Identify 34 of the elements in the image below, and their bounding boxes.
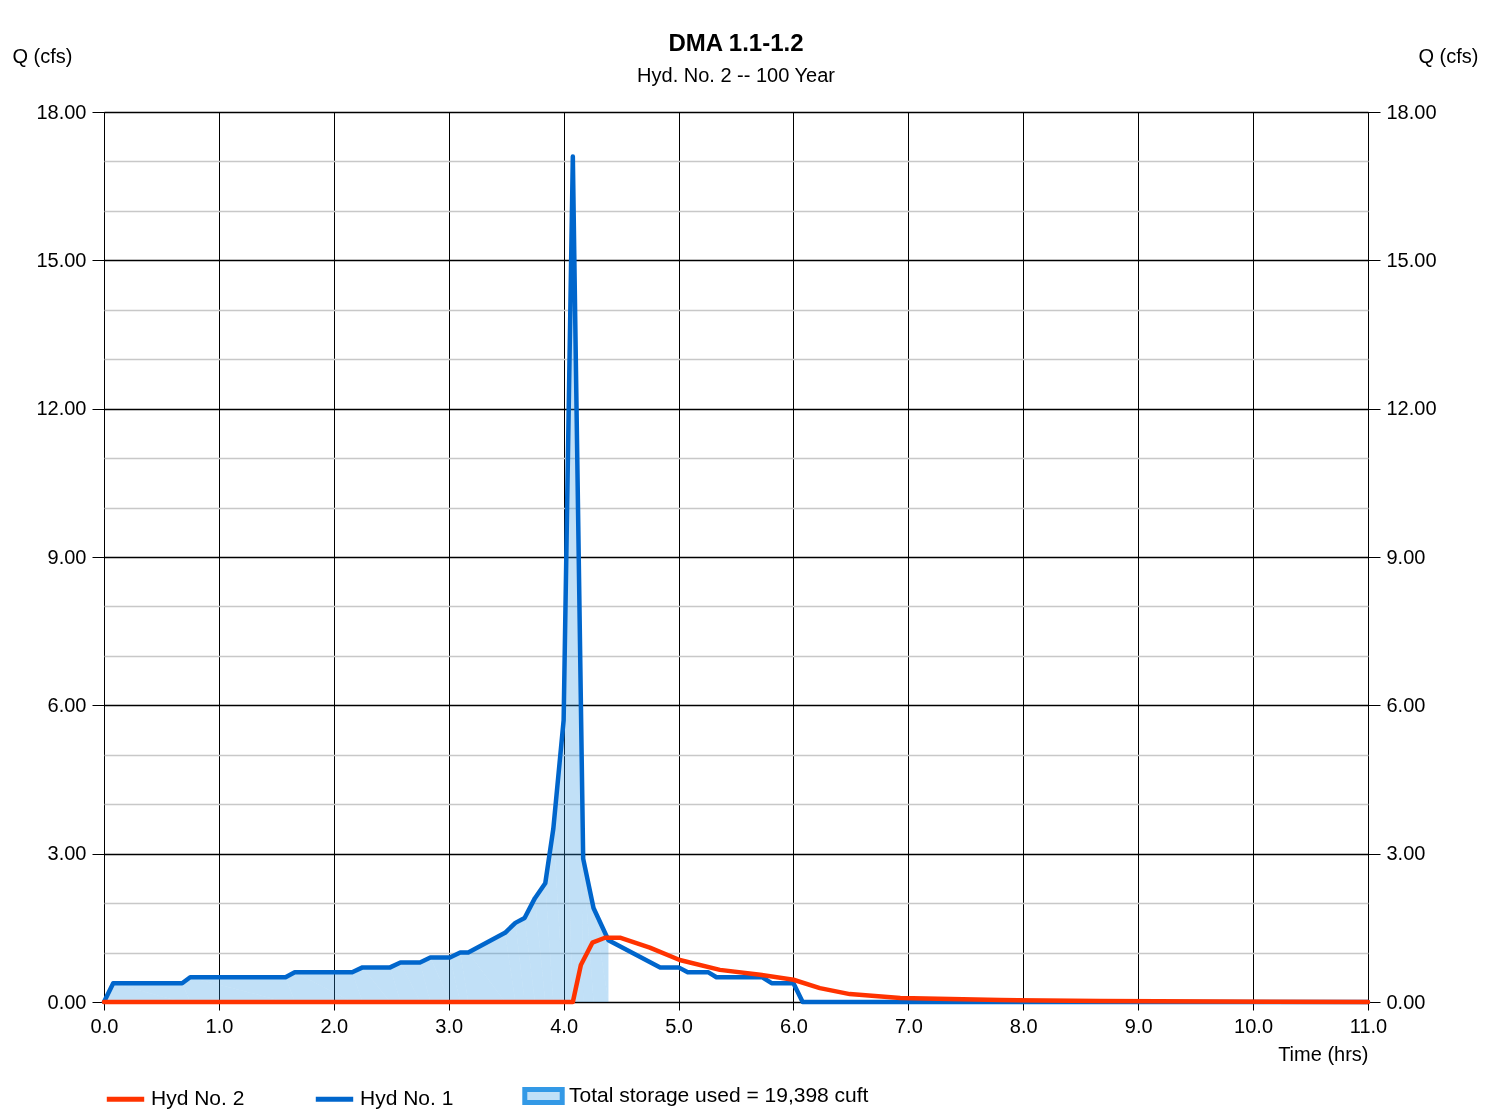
y-tick-label: 3.00 bbox=[47, 842, 87, 865]
y-tick-label: 9.00 bbox=[47, 545, 87, 568]
x-tick-label: 9.0 bbox=[1124, 1014, 1153, 1037]
chart-subtitle: Hyd. No. 2 -- 100 Year bbox=[637, 64, 836, 86]
y2-tick-label: 9.00 bbox=[1386, 545, 1426, 568]
y2-tick-label: 3.00 bbox=[1386, 842, 1426, 865]
y-tick-label: 0.00 bbox=[47, 990, 87, 1013]
y2-axis-title: Q (cfs) bbox=[1418, 44, 1479, 67]
y-tick-label: 15.00 bbox=[36, 248, 87, 271]
x-tick-label: 8.0 bbox=[1009, 1014, 1038, 1037]
y2-tick-label: 18.00 bbox=[1386, 100, 1437, 123]
y2-tick-label: 15.00 bbox=[1386, 248, 1437, 271]
x-axis-title: Time (hrs) bbox=[1278, 1042, 1369, 1065]
legend-label: Hyd No. 2 bbox=[151, 1086, 245, 1110]
x-tick-label: 5.0 bbox=[665, 1014, 693, 1037]
y-tick-label: 6.00 bbox=[47, 693, 87, 716]
y-axis-title: Q (cfs) bbox=[12, 44, 73, 67]
y-tick-label: 18.00 bbox=[36, 100, 87, 123]
legend-label: Hyd No. 1 bbox=[360, 1086, 454, 1110]
x-tick-label: 2.0 bbox=[320, 1014, 349, 1037]
y2-tick-label: 0.00 bbox=[1386, 990, 1426, 1013]
y2-tick-label: 12.00 bbox=[1386, 397, 1437, 420]
x-tick-label: 11.0 bbox=[1349, 1014, 1388, 1037]
x-tick-label: 7.0 bbox=[894, 1014, 923, 1037]
x-tick-label: 1.0 bbox=[205, 1014, 234, 1037]
x-tick-label: 0.0 bbox=[90, 1014, 119, 1037]
chart-title: DMA 1.1-1.2 bbox=[668, 29, 804, 56]
y2-tick-label: 6.00 bbox=[1386, 693, 1426, 716]
x-tick-label: 6.0 bbox=[780, 1014, 808, 1037]
x-tick-label: 4.0 bbox=[550, 1014, 579, 1037]
x-tick-label: 10.0 bbox=[1234, 1014, 1274, 1037]
y-tick-label: 12.00 bbox=[36, 397, 87, 420]
legend-label: Total storage used = 19,398 cuft bbox=[569, 1082, 869, 1106]
x-tick-label: 3.0 bbox=[435, 1014, 464, 1037]
